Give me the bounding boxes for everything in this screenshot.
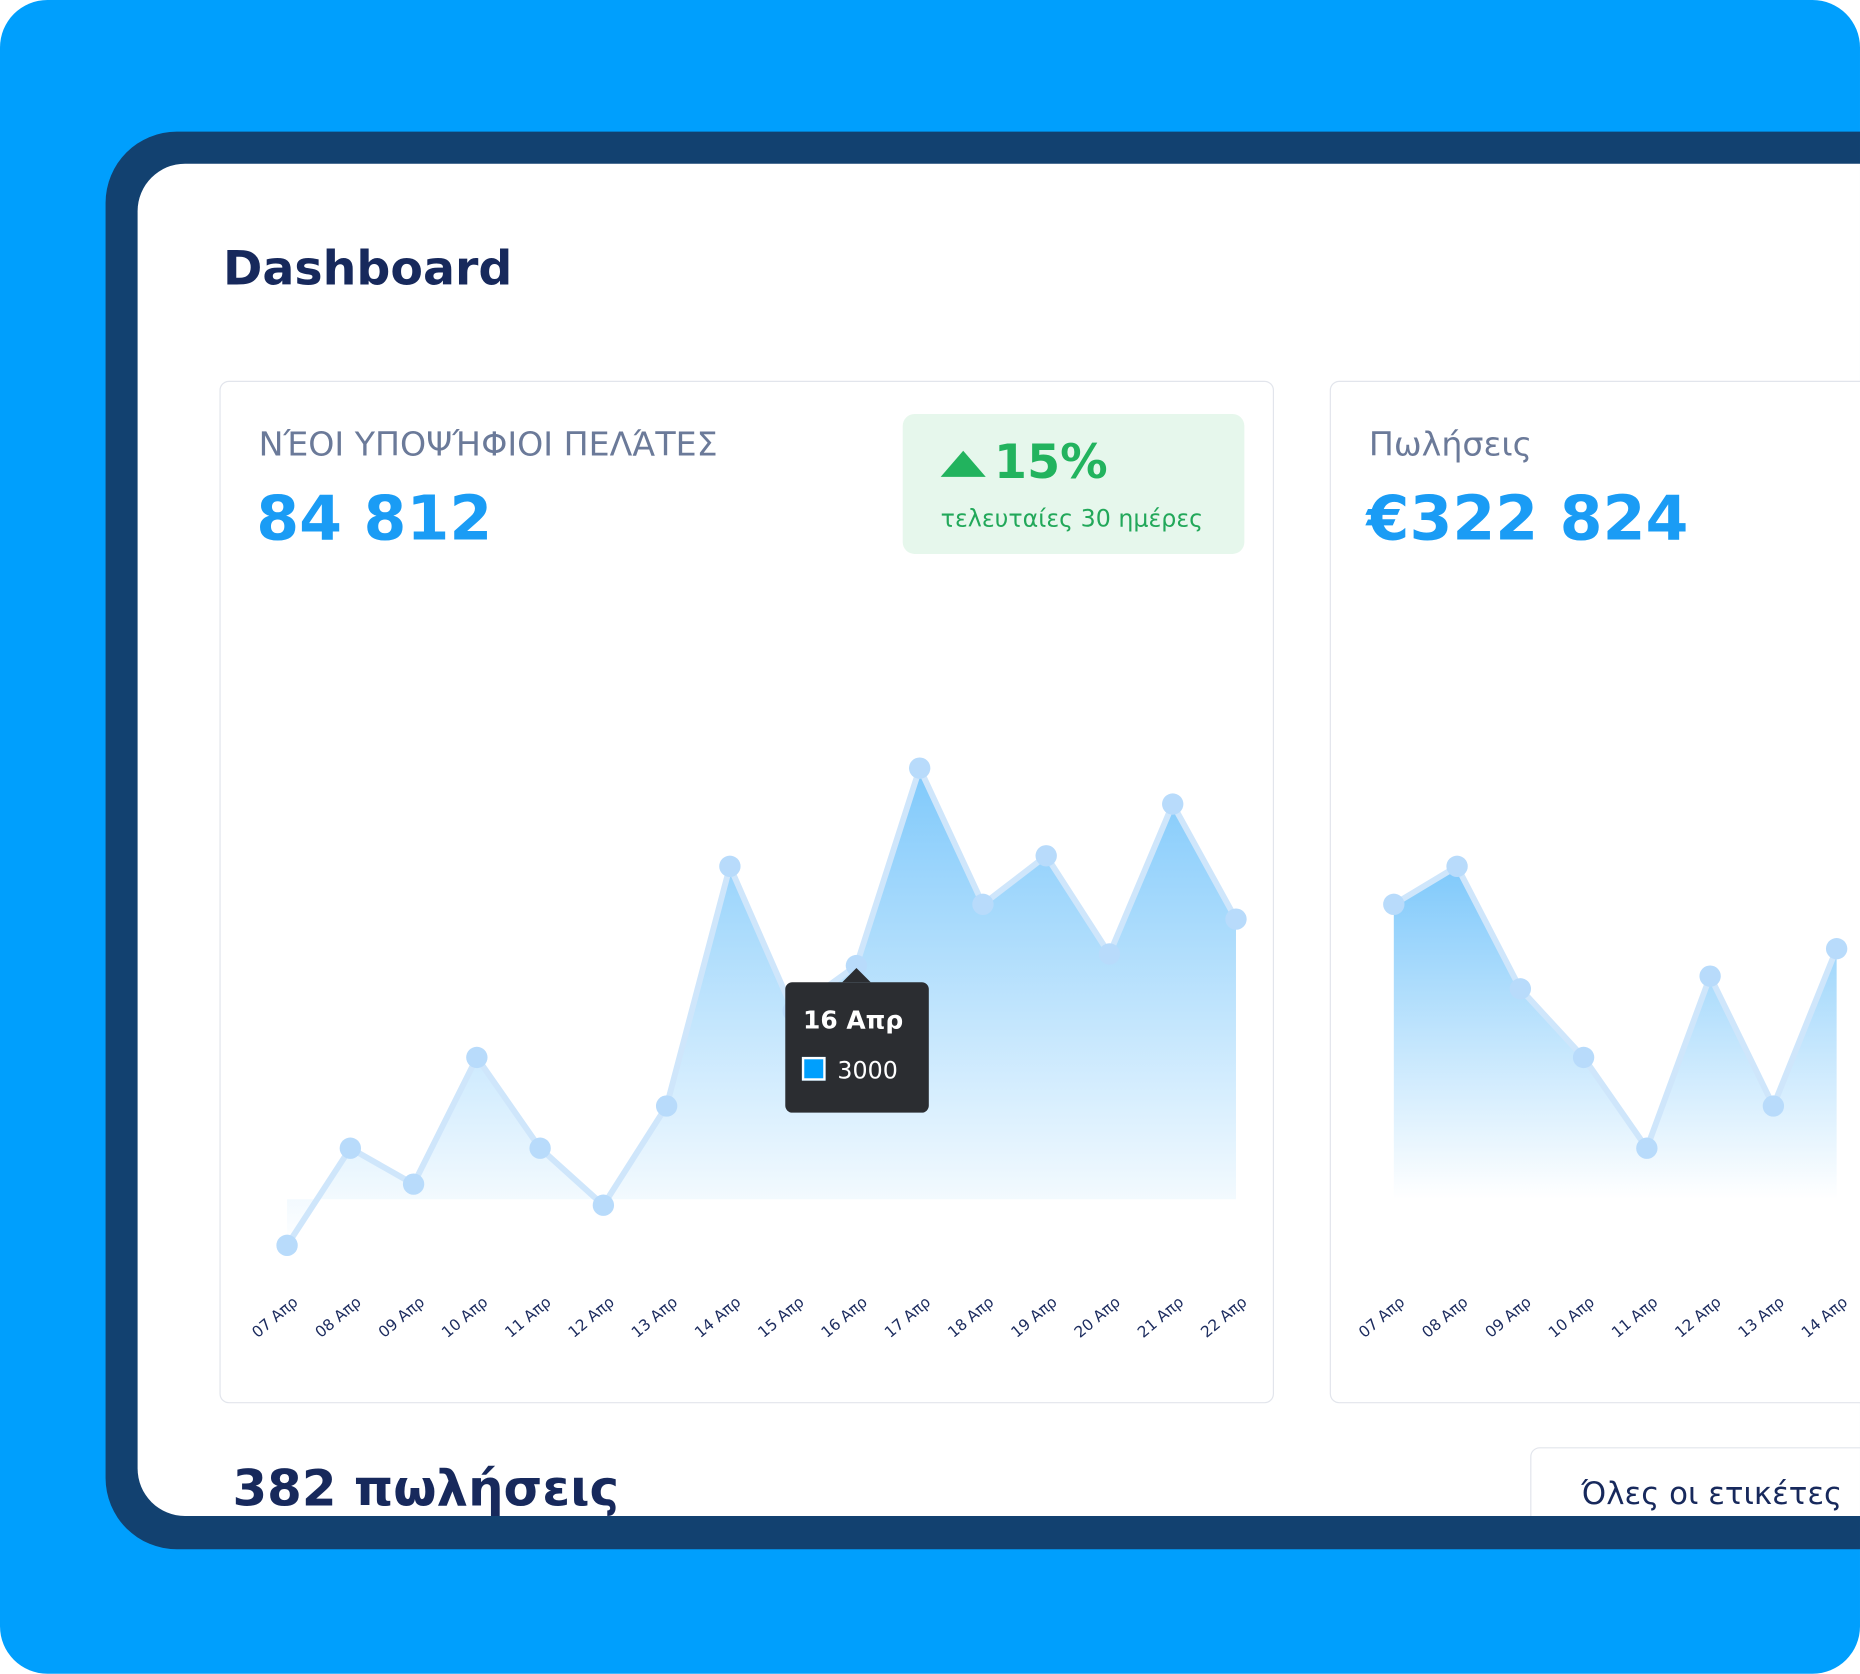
point	[655, 1095, 678, 1117]
x-tick-label: 12 Απρ	[565, 1293, 618, 1342]
tooltip-value: 3000	[837, 1055, 898, 1085]
point	[1035, 845, 1057, 867]
x-tick-label: 11 Απρ	[502, 1293, 555, 1342]
card: Πωλήσεις €322 824 07 Απρ 08 Απρ 09 Απρ 10 Α…	[1329, 380, 1860, 1404]
x-tick-label: 16 Απρ	[818, 1293, 871, 1342]
card-title: ΝΈΟΙ ΥΠΟΨΉΦΙΟΙ ΠΕΛΆΤΕΣ	[258, 424, 718, 464]
x-tick-label: 13 Απρ	[1735, 1293, 1788, 1342]
x-tick-label: 22 Απρ	[1197, 1293, 1250, 1342]
point	[529, 1137, 551, 1159]
x-tick-label: 21 Απρ	[1134, 1293, 1187, 1342]
point	[1825, 938, 1848, 960]
point	[466, 1046, 488, 1069]
screen: Dashboard ΝΈΟΙ ΥΠΟΨΉΦΙΟΙ ΠΕΛΆΤΕΣ 84 812 …	[137, 163, 1860, 1516]
x-tick-label: 07 Απρ	[1355, 1293, 1408, 1342]
x-tick-label: 17 Απρ	[881, 1293, 934, 1342]
point	[1098, 943, 1121, 965]
point	[339, 1137, 362, 1159]
x-tick-label: 10 Απρ	[1545, 1293, 1598, 1342]
point	[972, 893, 994, 916]
sales-count: 382 πωλήσεις	[232, 1459, 620, 1516]
card-title: Πωλήσεις	[1368, 424, 1533, 464]
line	[1392, 863, 1840, 1152]
point	[276, 1234, 298, 1257]
trend-change: 15%	[994, 435, 1108, 490]
x-tick-label: 11 Απρ	[1608, 1293, 1661, 1342]
point	[592, 1194, 615, 1216]
area	[1393, 866, 1837, 1200]
x-tick-label: 19 Απρ	[1008, 1293, 1061, 1342]
x-tick-label: 20 Απρ	[1071, 1293, 1124, 1342]
x-tick-label: 18 Απρ	[944, 1293, 997, 1342]
x-tick-label: 07 Απρ	[248, 1293, 301, 1342]
chart: 07 Απρ 08 Απρ 09 Απρ 10 Απρ 11 Απρ 12 Απρ 13 Α…	[1355, 855, 1851, 1342]
line	[284, 765, 1239, 1247]
trend-badge: 15% τελευταίες 30 ημέρες	[902, 413, 1245, 554]
x-tick-label: 08 Απρ	[1418, 1293, 1471, 1342]
point	[402, 1173, 425, 1195]
x-tick-label: 08 Απρ	[312, 1293, 365, 1342]
x-tick-label: 14 Απρ	[691, 1293, 744, 1342]
page-title: Dashboard	[223, 241, 513, 297]
point	[1762, 1095, 1785, 1117]
point	[1509, 978, 1532, 1000]
tooltip: 16 Απρ 3000	[785, 967, 929, 1113]
tooltip-swatch	[801, 1056, 826, 1081]
point	[1636, 1137, 1658, 1159]
x-tick-label: 10 Απρ	[438, 1293, 491, 1342]
area	[287, 768, 1236, 1246]
point	[1162, 793, 1184, 815]
tag-filter[interactable]: Όλες οι ετικέτες	[1530, 1447, 1860, 1516]
card-value: 84 812	[256, 483, 493, 556]
up-arrow	[940, 450, 986, 477]
x-tick-label: 14 Απρ	[1798, 1293, 1851, 1342]
card-value: €322 824	[1366, 483, 1689, 556]
point	[909, 757, 931, 779]
point	[1383, 893, 1405, 916]
chart: 07 Απρ 08 Απρ 09 Απρ 10 Απρ 11 Απρ 12 Απρ 13 Α…	[248, 757, 1250, 1342]
x-tick-label: 15 Απρ	[755, 1293, 808, 1342]
x-tick-label: 13 Απρ	[628, 1293, 681, 1342]
tooltip-date: 16 Απρ	[803, 1005, 904, 1035]
trend-period: τελευταίες 30 ημέρες	[940, 504, 1204, 533]
point	[1446, 855, 1468, 878]
x-tick-label: 09 Απρ	[375, 1293, 428, 1342]
x-tick-label: 09 Απρ	[1482, 1293, 1535, 1342]
card: ΝΈΟΙ ΥΠΟΨΉΦΙΟΙ ΠΕΛΆΤΕΣ 84 812 15% τελευτ…	[219, 380, 1275, 1404]
point	[1225, 908, 1247, 930]
point	[1572, 1046, 1595, 1069]
point	[719, 855, 741, 878]
tag-filter-label[interactable]: Όλες οι ετικέτες	[1581, 1476, 1843, 1513]
point	[1699, 965, 1721, 987]
x-tick-label: 12 Απρ	[1672, 1293, 1725, 1342]
